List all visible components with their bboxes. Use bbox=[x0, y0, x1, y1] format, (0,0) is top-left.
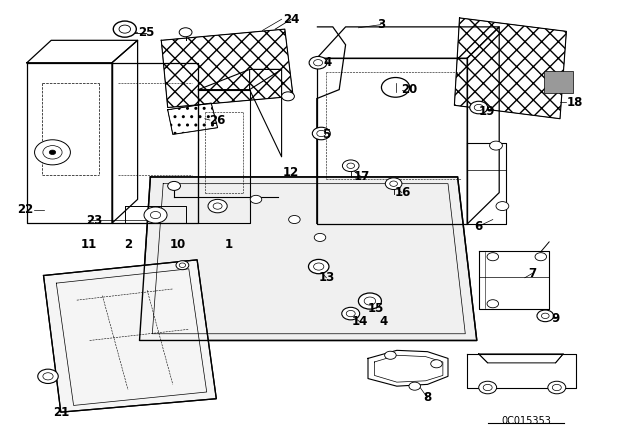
Circle shape bbox=[487, 300, 499, 308]
Circle shape bbox=[317, 130, 326, 137]
Circle shape bbox=[479, 381, 497, 394]
Bar bbox=[544, 71, 573, 93]
Circle shape bbox=[548, 381, 566, 394]
Text: 17: 17 bbox=[353, 170, 370, 184]
Circle shape bbox=[347, 163, 355, 168]
Circle shape bbox=[150, 211, 161, 219]
Circle shape bbox=[38, 369, 58, 383]
Text: 13: 13 bbox=[318, 271, 335, 284]
Circle shape bbox=[312, 127, 330, 140]
Circle shape bbox=[168, 181, 180, 190]
Circle shape bbox=[314, 60, 323, 66]
Circle shape bbox=[176, 261, 189, 270]
Text: 4: 4 bbox=[324, 56, 332, 69]
Circle shape bbox=[541, 313, 549, 319]
Circle shape bbox=[537, 310, 554, 322]
Circle shape bbox=[314, 263, 324, 270]
Circle shape bbox=[409, 382, 420, 390]
Text: 26: 26 bbox=[209, 113, 226, 127]
Circle shape bbox=[487, 253, 499, 261]
Text: 12: 12 bbox=[283, 166, 300, 179]
Circle shape bbox=[43, 373, 53, 380]
Circle shape bbox=[179, 263, 186, 267]
Circle shape bbox=[43, 146, 62, 159]
Text: 8: 8 bbox=[424, 391, 431, 405]
Circle shape bbox=[342, 160, 359, 172]
Polygon shape bbox=[161, 29, 293, 108]
Text: 22: 22 bbox=[17, 203, 34, 216]
Text: 18: 18 bbox=[566, 95, 583, 109]
Circle shape bbox=[496, 202, 509, 211]
Text: 9: 9 bbox=[552, 311, 559, 325]
Circle shape bbox=[308, 259, 329, 274]
Text: 0C015353: 0C015353 bbox=[501, 416, 551, 426]
Text: 25: 25 bbox=[138, 26, 154, 39]
Text: 10: 10 bbox=[170, 237, 186, 251]
Circle shape bbox=[364, 297, 376, 305]
Circle shape bbox=[113, 21, 136, 37]
Circle shape bbox=[490, 141, 502, 150]
Text: 23: 23 bbox=[86, 214, 103, 228]
Circle shape bbox=[309, 56, 327, 69]
Circle shape bbox=[282, 92, 294, 101]
Text: 16: 16 bbox=[395, 186, 412, 199]
Polygon shape bbox=[44, 260, 216, 412]
Polygon shape bbox=[168, 103, 218, 134]
Circle shape bbox=[49, 150, 56, 155]
Polygon shape bbox=[454, 18, 566, 119]
Text: 1: 1 bbox=[225, 237, 233, 251]
Text: 24: 24 bbox=[283, 13, 300, 26]
Circle shape bbox=[358, 293, 381, 309]
Circle shape bbox=[314, 233, 326, 241]
Circle shape bbox=[250, 195, 262, 203]
Text: 15: 15 bbox=[368, 302, 385, 315]
Circle shape bbox=[470, 101, 488, 114]
Text: 7: 7 bbox=[529, 267, 536, 280]
Text: 2: 2 bbox=[124, 237, 132, 251]
Text: 21: 21 bbox=[52, 405, 69, 419]
Text: 4: 4 bbox=[380, 315, 388, 328]
Text: 20: 20 bbox=[401, 83, 418, 96]
Circle shape bbox=[208, 199, 227, 213]
Circle shape bbox=[483, 384, 492, 391]
Circle shape bbox=[431, 360, 442, 368]
Circle shape bbox=[342, 307, 360, 320]
Circle shape bbox=[535, 253, 547, 261]
Text: 11: 11 bbox=[80, 237, 97, 251]
Circle shape bbox=[474, 104, 483, 111]
Text: 6: 6 bbox=[475, 220, 483, 233]
Text: 5: 5 bbox=[323, 128, 330, 141]
Circle shape bbox=[385, 178, 402, 190]
Circle shape bbox=[289, 215, 300, 224]
Circle shape bbox=[119, 25, 131, 33]
Polygon shape bbox=[140, 177, 477, 340]
Circle shape bbox=[385, 351, 396, 359]
Text: 3: 3 bbox=[377, 18, 385, 31]
Circle shape bbox=[552, 384, 561, 391]
Text: 19: 19 bbox=[478, 104, 495, 118]
Circle shape bbox=[346, 310, 355, 317]
Circle shape bbox=[213, 203, 222, 209]
Circle shape bbox=[179, 28, 192, 37]
Circle shape bbox=[390, 181, 397, 186]
Text: 14: 14 bbox=[351, 315, 368, 328]
Circle shape bbox=[35, 140, 70, 165]
Circle shape bbox=[144, 207, 167, 223]
